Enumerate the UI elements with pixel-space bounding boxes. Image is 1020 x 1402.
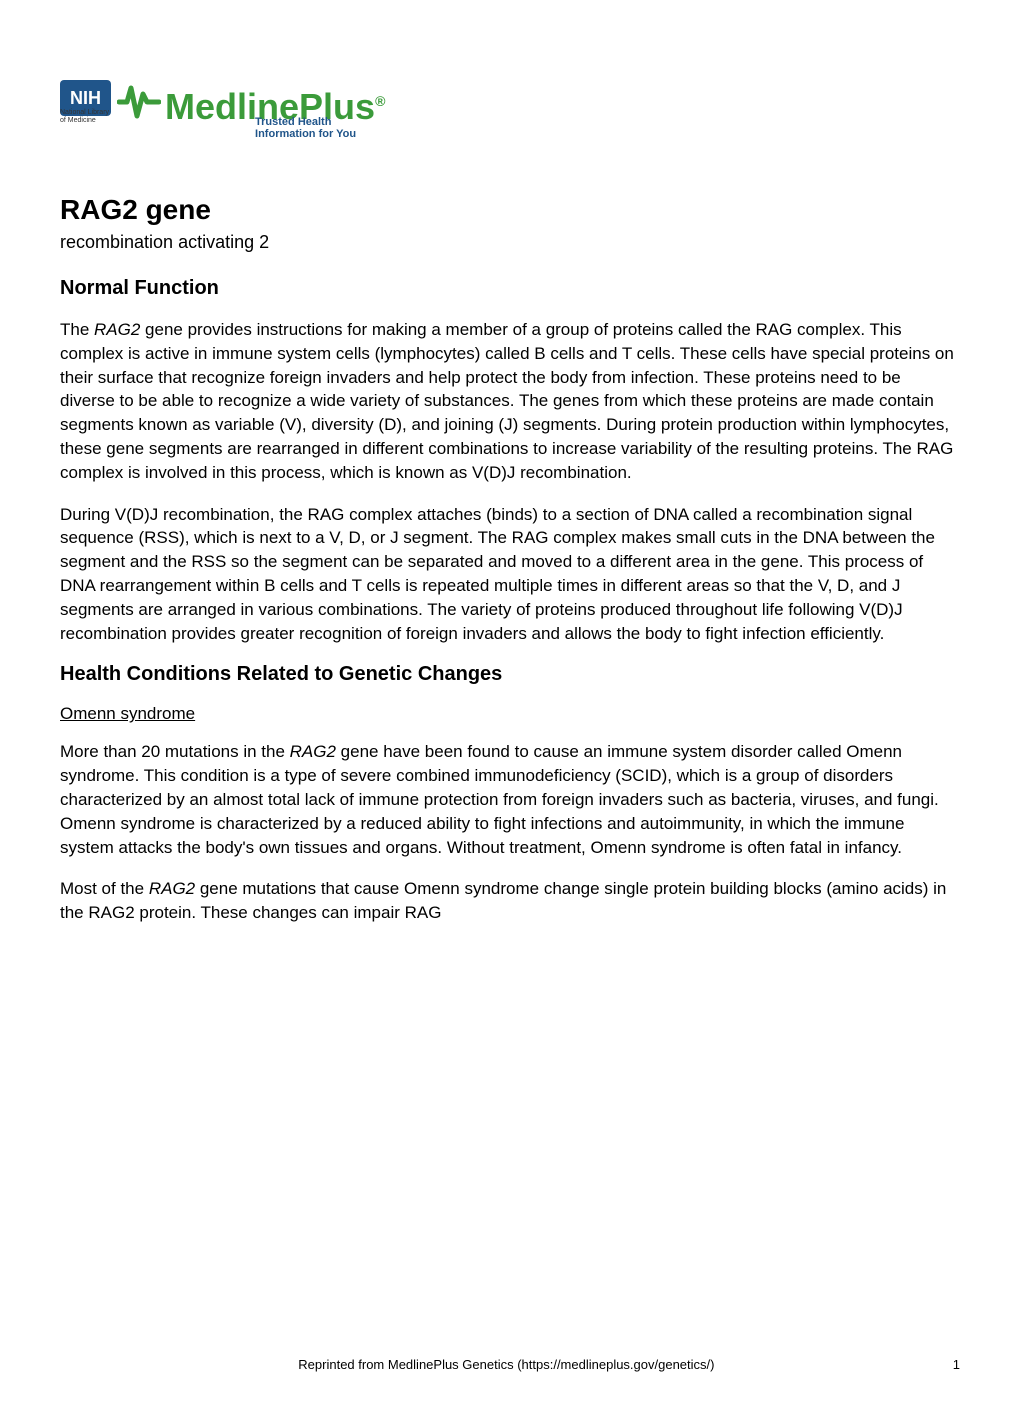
normal-function-p2: During V(D)J recombination, the RAG comp… — [60, 503, 960, 646]
nih-label-line1: National Library — [60, 109, 109, 117]
logo-container: NIH National Library of Medicine Medline… — [60, 80, 960, 134]
nf-p1-rest: gene provides instructions for making a … — [60, 320, 954, 482]
hc-p1-gene: RAG2 — [290, 742, 336, 761]
nih-label: National Library of Medicine — [60, 109, 109, 124]
hc-p2-gene: RAG2 — [149, 879, 195, 898]
footer-page-number: 1 — [953, 1357, 960, 1372]
page-subtitle: recombination activating 2 — [60, 232, 960, 253]
nih-label-line2: of Medicine — [60, 117, 109, 125]
hc-p2-prefix: Most of the — [60, 879, 149, 898]
page-title: RAG2 gene — [60, 194, 960, 226]
nf-p1-gene: RAG2 — [94, 320, 140, 339]
health-conditions-p1: More than 20 mutations in the RAG2 gene … — [60, 740, 960, 859]
health-conditions-p2: Most of the RAG2 gene mutations that cau… — [60, 877, 960, 925]
pulse-icon — [117, 80, 161, 134]
logo-text-wrap: MedlinePlus® Trusted Health Information … — [165, 86, 385, 128]
hc-p1-prefix: More than 20 mutations in the — [60, 742, 290, 761]
nih-badge: NIH National Library of Medicine — [60, 88, 117, 126]
footer-source: Reprinted from MedlinePlus Genetics (htt… — [298, 1357, 714, 1372]
footer: Reprinted from MedlinePlus Genetics (htt… — [0, 1357, 1020, 1372]
normal-function-p1: The RAG2 gene provides instructions for … — [60, 318, 960, 485]
tagline: Trusted Health Information for You — [255, 116, 385, 140]
nf-p1-prefix: The — [60, 320, 94, 339]
health-conditions-heading: Health Conditions Related to Genetic Cha… — [60, 663, 960, 686]
normal-function-heading: Normal Function — [60, 277, 960, 300]
register-mark: ® — [375, 93, 385, 109]
omenn-subheading: Omenn syndrome — [60, 704, 960, 724]
